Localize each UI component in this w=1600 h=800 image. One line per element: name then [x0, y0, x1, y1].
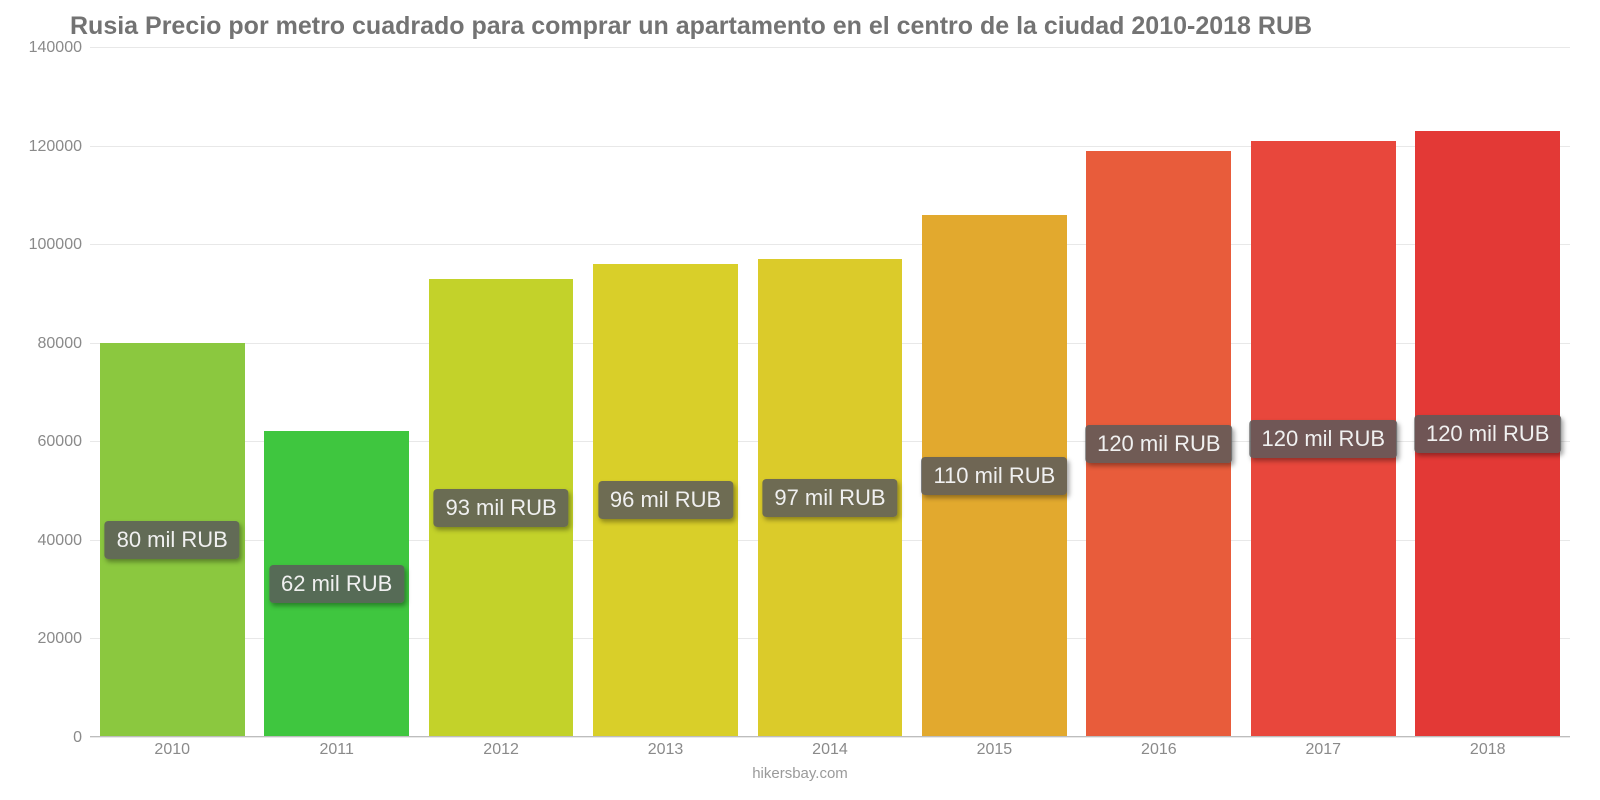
bar-slot: 120 mil RUB	[1241, 47, 1405, 737]
bar-slot: 93 mil RUB	[419, 47, 583, 737]
bar: 97 mil RUB	[758, 259, 903, 737]
bar: 62 mil RUB	[264, 431, 409, 737]
bar: 80 mil RUB	[100, 343, 245, 737]
y-tick-label: 120000	[29, 138, 90, 156]
chart-title: Rusia Precio por metro cuadrado para com…	[70, 12, 1580, 41]
x-tick-label: 2012	[419, 737, 583, 761]
bar-slot: 97 mil RUB	[748, 47, 912, 737]
x-tick-label: 2011	[254, 737, 418, 761]
x-tick-label: 2016	[1077, 737, 1241, 761]
bar: 120 mil RUB	[1086, 151, 1231, 738]
value-pill: 96 mil RUB	[598, 481, 733, 519]
x-tick-label: 2015	[912, 737, 1076, 761]
x-tick-label: 2014	[748, 737, 912, 761]
x-tick-label: 2013	[583, 737, 747, 761]
value-pill: 120 mil RUB	[1085, 425, 1232, 463]
value-pill: 80 mil RUB	[105, 521, 240, 559]
bar: 93 mil RUB	[429, 279, 574, 737]
y-tick-label: 100000	[29, 236, 90, 254]
value-pill: 97 mil RUB	[762, 479, 897, 517]
bar-slot: 110 mil RUB	[912, 47, 1076, 737]
y-tick-label: 60000	[38, 433, 91, 451]
bar-slot: 96 mil RUB	[583, 47, 747, 737]
bar: 120 mil RUB	[1251, 141, 1396, 737]
bar: 110 mil RUB	[922, 215, 1067, 737]
y-tick-label: 140000	[29, 39, 90, 57]
value-pill: 110 mil RUB	[921, 457, 1067, 495]
y-tick-label: 80000	[38, 335, 91, 353]
bars-group: 80 mil RUB 62 mil RUB 93 mil RUB 96 mil RUB…	[90, 47, 1570, 737]
bar: 120 mil RUB	[1415, 131, 1560, 737]
y-tick-label: 0	[73, 729, 90, 747]
bar-slot: 80 mil RUB	[90, 47, 254, 737]
x-tick-label: 2018	[1406, 737, 1570, 761]
x-tick-label: 2017	[1241, 737, 1405, 761]
y-tick-label: 20000	[38, 630, 91, 648]
bar-slot: 120 mil RUB	[1406, 47, 1570, 737]
value-pill: 120 mil RUB	[1414, 415, 1561, 453]
bar-slot: 62 mil RUB	[254, 47, 418, 737]
value-pill: 93 mil RUB	[433, 489, 568, 527]
x-tick-label: 2010	[90, 737, 254, 761]
attribution-text: hikersbay.com	[20, 765, 1580, 782]
chart-container: Rusia Precio por metro cuadrado para com…	[0, 0, 1600, 800]
bar-slot: 120 mil RUB	[1077, 47, 1241, 737]
bar: 96 mil RUB	[593, 264, 738, 737]
value-pill: 62 mil RUB	[269, 565, 404, 603]
y-tick-label: 40000	[38, 532, 91, 550]
plot-area: 020000400006000080000100000120000140000 …	[90, 47, 1570, 737]
x-axis: 201020112012201320142015201620172018	[90, 737, 1570, 761]
value-pill: 120 mil RUB	[1250, 420, 1397, 458]
